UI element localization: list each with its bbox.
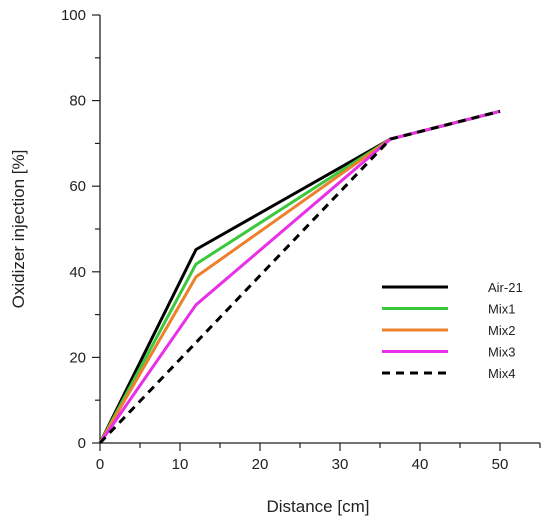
series-line-air-21 <box>98 109 501 444</box>
x-axis-title: Distance [cm] <box>267 497 370 516</box>
y-tick-label: 80 <box>69 93 86 110</box>
y-tick-label: 60 <box>69 178 86 195</box>
x-tick-label: 50 <box>492 456 509 473</box>
legend-label: Mix1 <box>488 302 515 317</box>
series-line-mix2 <box>98 109 501 444</box>
series-line-mix1 <box>98 109 501 444</box>
legend-label: Mix4 <box>488 366 515 381</box>
series-line-mix3 <box>98 109 501 444</box>
legend: Air-21 Mix1 Mix2 Mix3 Mix4 <box>382 280 523 381</box>
legend-label: Mix3 <box>488 345 515 360</box>
axes <box>99 15 540 444</box>
y-tick-label: 40 <box>69 264 86 281</box>
series-line-mix4 <box>98 109 501 445</box>
ticks: 0 10 20 30 40 50 0 20 40 60 80 100 <box>61 7 541 473</box>
legend-label: Mix2 <box>488 323 515 338</box>
x-tick-label: 10 <box>172 456 189 473</box>
legend-label: Air-21 <box>488 280 523 295</box>
y-axis-title: Oxidizer injection [%] <box>9 150 28 309</box>
y-tick-label: 20 <box>69 349 86 366</box>
y-tick-label: 100 <box>61 7 86 24</box>
x-tick-label: 0 <box>96 456 104 473</box>
x-tick-label: 20 <box>252 456 269 473</box>
x-tick-label: 40 <box>412 456 429 473</box>
x-tick-label: 30 <box>332 456 349 473</box>
y-tick-label: 0 <box>78 435 86 452</box>
series-group <box>98 109 501 445</box>
